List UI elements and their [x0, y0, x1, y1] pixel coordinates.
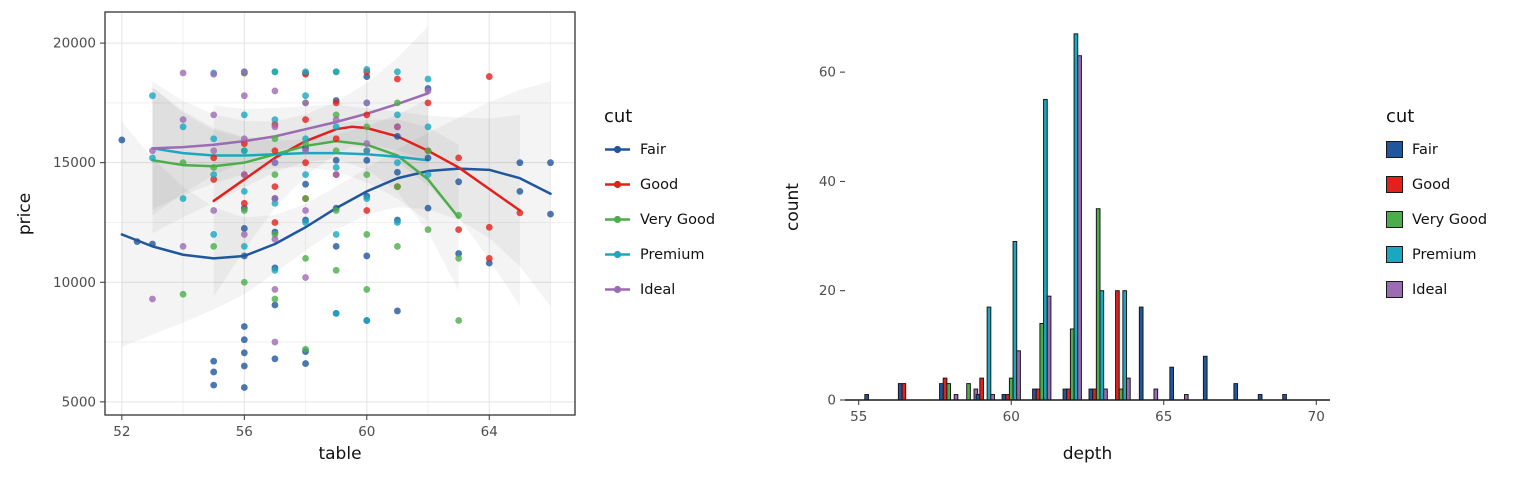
svg-text:60: 60 [358, 424, 375, 440]
svg-text:55: 55 [850, 409, 867, 425]
legend-item-ideal: Ideal [604, 281, 715, 298]
histogram-y-axis-title: count [783, 183, 803, 231]
legend-title: cut [604, 106, 633, 127]
legend-item-premium: Premium [604, 246, 715, 263]
svg-text:64: 64 [481, 424, 498, 440]
smooth-line-key-icon [604, 281, 631, 298]
smooth-line-key-icon [604, 141, 631, 158]
legend-item-good: Good [604, 176, 715, 193]
smooth-line-key-icon [604, 211, 631, 228]
legend-label: Ideal [640, 281, 676, 298]
svg-text:52: 52 [113, 424, 130, 440]
histogram-plot: 55 60 65 70 0 20 40 60 [819, 33, 1330, 425]
legend-label: Good [640, 176, 679, 193]
legend-label: Premium [640, 246, 705, 263]
smooth-line-key-icon [604, 246, 631, 263]
svg-text:0: 0 [827, 393, 836, 409]
color-swatch-key-icon [1386, 211, 1403, 228]
svg-text:56: 56 [236, 424, 253, 440]
svg-text:20: 20 [819, 283, 836, 299]
svg-text:60: 60 [819, 65, 836, 81]
legend-label: Very Good [640, 211, 716, 228]
legend-label: Fair [1412, 141, 1438, 158]
color-swatch-key-icon [1386, 281, 1403, 298]
legend-title: cut [1386, 106, 1415, 127]
histogram-legend: cut Fair Good Very Good Premium Ideal [1386, 106, 1487, 316]
legend-label: Good [1412, 176, 1451, 193]
scatter-x-axis-title: table [318, 444, 362, 464]
svg-text:65: 65 [1155, 409, 1172, 425]
scatter-plot: 52 56 60 64 5000 10000 15000 20000 [53, 11, 576, 440]
color-swatch-key-icon [1386, 141, 1403, 158]
histogram-x-axis-title: depth [1062, 444, 1113, 464]
legend-label: Premium [1412, 246, 1477, 263]
svg-text:60: 60 [1003, 409, 1020, 425]
legend-item-fair: Fair [1386, 141, 1487, 158]
legend-item-very-good: Very Good [604, 211, 715, 228]
legend-item-very-good: Very Good [1386, 211, 1487, 228]
svg-text:10000: 10000 [53, 275, 96, 291]
svg-text:15000: 15000 [53, 155, 96, 171]
legend-item-fair: Fair [604, 141, 715, 158]
color-swatch-key-icon [1386, 176, 1403, 193]
svg-text:40: 40 [819, 174, 836, 190]
legend-item-premium: Premium [1386, 246, 1487, 263]
legend-label: Fair [640, 141, 666, 158]
legend-item-ideal: Ideal [1386, 281, 1487, 298]
color-swatch-key-icon [1386, 246, 1403, 263]
legend-label: Very Good [1412, 211, 1488, 228]
legend-label: Ideal [1412, 281, 1448, 298]
svg-text:70: 70 [1308, 409, 1325, 425]
scatter-y-axis-title: price [15, 192, 35, 236]
legend-item-good: Good [1386, 176, 1487, 193]
smooth-line-key-icon [604, 176, 631, 193]
svg-text:20000: 20000 [53, 36, 96, 52]
scatter-legend: cut Fair Good Very Good Premium Ideal [604, 106, 715, 316]
svg-text:5000: 5000 [62, 394, 96, 410]
